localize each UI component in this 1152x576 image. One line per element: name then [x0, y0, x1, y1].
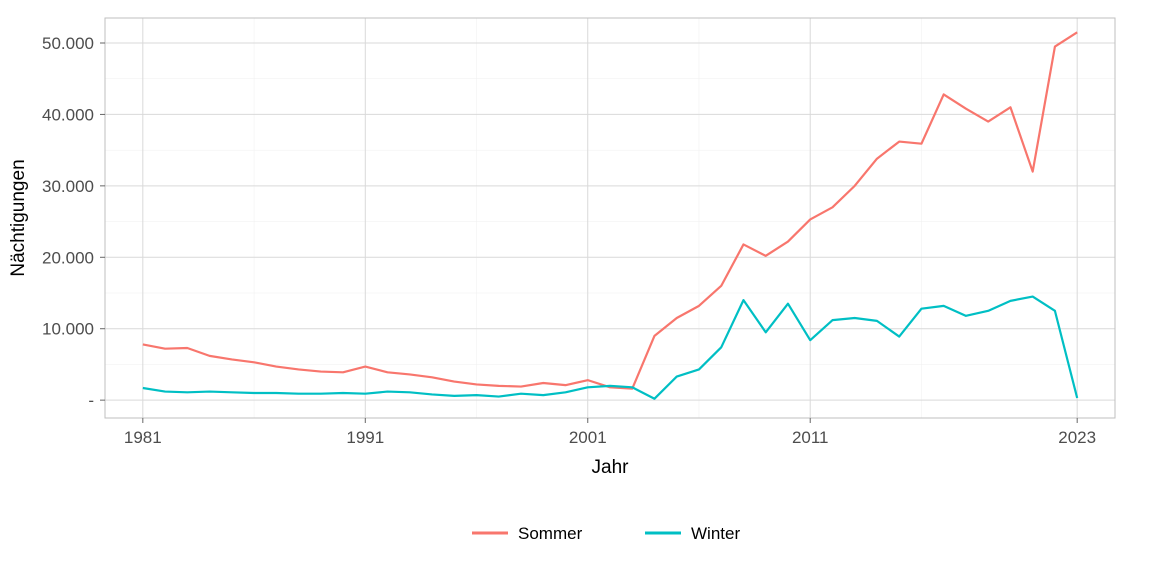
y-tick-label: 20.000: [42, 248, 94, 267]
x-axis-title: Jahr: [592, 457, 630, 478]
legend-label-winter: Winter: [691, 524, 740, 543]
x-tick-label: 1981: [124, 428, 162, 447]
legend-label-sommer: Sommer: [518, 524, 583, 543]
plot-panel: [105, 18, 1115, 418]
chart-svg: 1981 1991 2001 2011 2023 - 10.000 20.000 30.000 4…: [0, 0, 1152, 576]
y-tick-label: 30.000: [42, 177, 94, 196]
y-tick-label: -: [88, 391, 94, 410]
line-chart: 1981 1991 2001 2011 2023 - 10.000 20.000 30.000 4…: [0, 0, 1152, 576]
y-tick-label: 40.000: [42, 105, 94, 124]
y-axis-title: Nächtigungen: [8, 159, 29, 276]
x-tick-label: 2023: [1058, 428, 1096, 447]
x-tick-label: 1991: [346, 428, 384, 447]
y-tick-label: 50.000: [42, 34, 94, 53]
x-tick-label: 2001: [569, 428, 607, 447]
y-tick-label: 10.000: [42, 320, 94, 339]
x-tick-label: 2011: [792, 428, 829, 447]
